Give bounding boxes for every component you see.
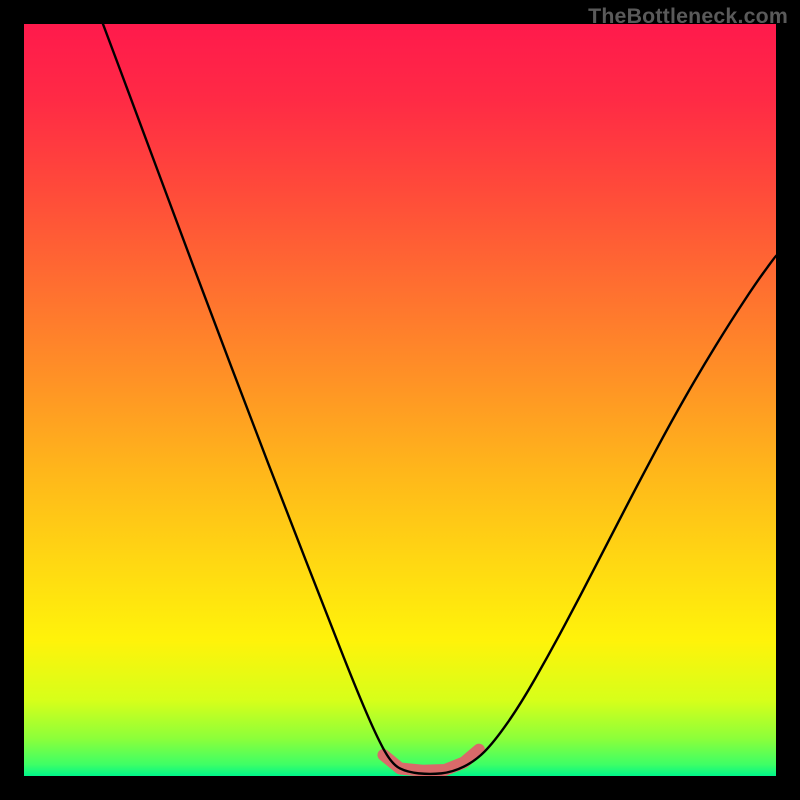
chart-frame: TheBottleneck.com bbox=[0, 0, 800, 800]
watermark-text: TheBottleneck.com bbox=[588, 4, 788, 29]
plot-area bbox=[24, 24, 776, 776]
bottleneck-curve bbox=[103, 24, 776, 774]
curve-layer bbox=[24, 24, 776, 776]
